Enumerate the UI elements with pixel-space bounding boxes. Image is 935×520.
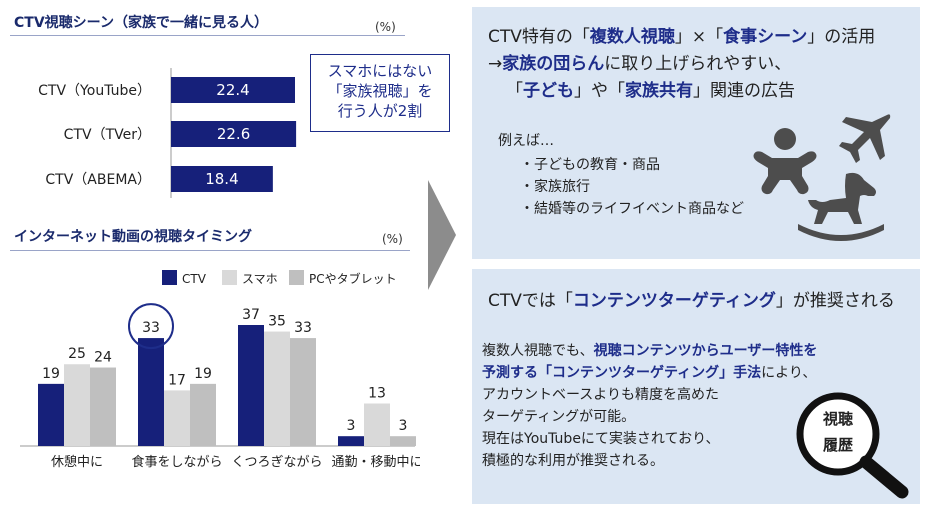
bottom-chart-title-rule [10,250,410,251]
panel2-body-line-6: 積極的な利用が推奨される。 [482,453,664,469]
legend-swatch [222,270,237,285]
highlight-text: コンテンツターゲティング [572,291,776,311]
category-label: 休憩中に [51,454,103,470]
panel1-headline-3: 「子ども」や「家族共有」関連の広告 [506,78,795,105]
category-label: くつろぎながら [231,455,322,470]
bar-value-label: 35 [268,314,286,330]
text-part: に取り上げられやすい、 [604,54,792,74]
highlight-text: 予測する「コンテンツターゲティング」手法 [482,365,762,381]
bar-value-label: 19 [42,366,60,382]
bar-0-0 [38,383,64,446]
hbar-category-label: CTV（ABEMA） [45,172,151,188]
example-item-3: ・結婚等のライフイベント商品など [520,201,744,217]
panel2-body-line-1: 複数人視聴でも、視聴コンテンツからユーザー特性を [482,340,817,362]
panel2-body-line-3: アカウントベースよりも精度を高めた [482,387,720,403]
arrow-right-icon [428,180,456,290]
horizontal-bar-chart: 22.4 CTV（YouTube） 22.6 CTV（TVer） 18.4 CTV（ABE… [38,68,297,198]
bottom-chart-unit: (%) [382,232,403,246]
lens-label-line-2: 履歴 [822,436,853,454]
top-chart-unit: (%) [375,20,396,34]
hbar-value-label: 22.4 [216,81,249,99]
text-part: 「 [506,81,523,101]
callout-line-2: 「家族視聴」を [327,82,433,100]
bar-2-3 [390,436,416,446]
text-part: 」×「 [674,27,724,47]
callout-line-1: スマホにはない [327,62,433,80]
highlight-circle [128,303,174,350]
category-label: 通勤・移動中に [331,455,420,470]
bar-1-0 [64,364,90,446]
bottom-chart-title: インターネット動画の視聴タイミング [14,229,252,245]
text-part: 」や「 [574,81,625,101]
bar-value-label: 33 [142,320,160,336]
hbar-0 [171,77,295,103]
hbar-2 [171,166,273,192]
bar-value-label: 19 [194,366,212,382]
legend-label: スマホ [242,272,278,286]
bar-value-label: 37 [242,307,260,323]
bar-2-2 [290,338,316,446]
examples-lead: 例えば… [498,133,554,149]
text-part: → [488,54,503,74]
text-part: 」関連の広告 [693,81,795,101]
text-part: 複数人視聴でも、 [482,343,594,359]
legend-label: CTV [182,272,207,286]
hbar-value-label: 22.6 [217,125,250,143]
highlight-text: 視聴コンテンツからユーザー特性を [593,343,818,359]
bar-0-2 [238,325,264,446]
rocking-horse-icon [798,172,884,241]
text-part: 」の活用 [807,27,876,47]
bar-1-3 [364,403,390,446]
bar-value-label: 13 [368,385,386,401]
bar-value-label: 3 [399,418,408,434]
bar-value-label: 33 [294,320,312,336]
magnifier-icon [796,392,909,499]
top-chart-title: CTV視聴シーン（家族で一緒に見る人） [14,15,268,31]
legend-label: PCやタブレット [309,271,397,286]
hbar-category-label: CTV（TVer） [64,127,151,143]
insight-panel-1 [472,7,920,259]
lens-label-line-1: 視聴 [822,410,853,428]
hbar-1 [171,121,297,147]
baby-icon [753,128,817,195]
bar-value-label: 24 [94,350,112,366]
panel2-title: CTVでは「コンテンツターゲティング」が推奨される [488,288,895,315]
callout-box: スマホにはない 「家族視聴」を 行う人が2割 [310,54,450,132]
top-chart-title-rule [10,35,405,36]
text-part: 」が推奨される [775,291,895,311]
text-part: により、 [761,365,817,381]
hbar-value-label: 18.4 [205,170,238,188]
highlight-text: 子ども [523,81,574,101]
bar-1-1 [164,390,190,446]
category-label: 食事をしながら [131,454,222,470]
callout-line-3: 行う人が2割 [337,102,423,120]
bar-2-1 [190,383,216,446]
hbar-category-label: CTV（YouTube） [38,83,151,99]
panel2-body-line-5: 現在はYouTubeにて実装されており、 [482,431,720,447]
highlight-text: 家族共有 [625,81,693,101]
highlight-text: 家族の団らん [502,54,605,74]
highlight-text: 食事シーン [723,27,808,47]
example-item-2: ・家族旅行 [520,179,590,195]
bar-value-label: 3 [347,418,356,434]
legend-swatch [162,270,177,285]
panel2-body-line-2: 予測する「コンテンツターゲティング」手法により、 [482,362,816,384]
bar-2-0 [90,367,116,446]
airplane-icon [839,114,891,163]
panel1-headline-1: CTV特有の「複数人視聴」×「食事シーン」の活用 [488,24,875,51]
bar-1-2 [264,331,290,446]
bar-0-1 [138,338,164,446]
text-part: CTV特有の「 [488,27,590,47]
text-part: CTVでは「 [488,291,573,311]
legend-swatch [289,270,304,285]
panel1-headline-2: →家族の団らんに取り上げられやすい、 [488,51,791,78]
bar-0-3 [338,436,364,446]
example-item-1: ・子どもの教育・商品 [520,157,660,173]
highlight-text: 複数人視聴 [589,27,675,47]
panel2-body-line-4: ターゲティングが可能。 [482,409,636,425]
lens-label: 視聴 履歴 [808,406,868,458]
bar-value-label: 25 [68,346,86,362]
bar-value-label: 17 [168,372,186,388]
